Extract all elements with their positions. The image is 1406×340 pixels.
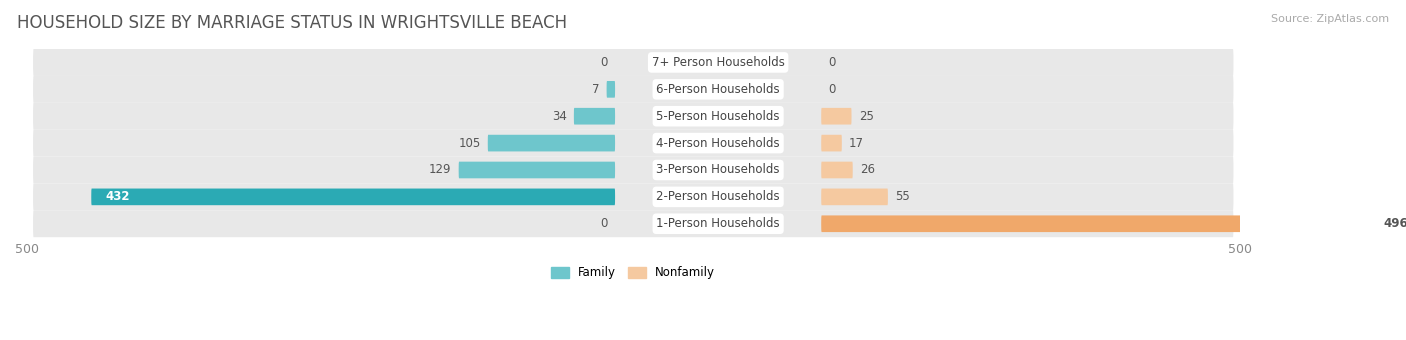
Text: Source: ZipAtlas.com: Source: ZipAtlas.com (1271, 14, 1389, 23)
FancyBboxPatch shape (34, 183, 1233, 210)
Text: 432: 432 (105, 190, 131, 203)
Text: 2-Person Households: 2-Person Households (657, 190, 780, 203)
Text: 129: 129 (429, 164, 451, 176)
FancyBboxPatch shape (821, 108, 852, 124)
FancyBboxPatch shape (821, 216, 1406, 232)
Text: 6-Person Households: 6-Person Households (657, 83, 780, 96)
Text: 17: 17 (849, 137, 865, 150)
FancyBboxPatch shape (34, 210, 1233, 237)
Text: 34: 34 (551, 110, 567, 123)
FancyBboxPatch shape (574, 108, 614, 124)
Text: 7+ Person Households: 7+ Person Households (652, 56, 785, 69)
Text: 496: 496 (1384, 217, 1406, 230)
Text: 1-Person Households: 1-Person Households (657, 217, 780, 230)
FancyBboxPatch shape (821, 135, 842, 151)
Text: 55: 55 (896, 190, 910, 203)
Text: 105: 105 (458, 137, 481, 150)
Text: 0: 0 (828, 56, 835, 69)
FancyBboxPatch shape (34, 103, 1233, 130)
Text: 0: 0 (600, 217, 607, 230)
Text: 25: 25 (859, 110, 873, 123)
Text: 7: 7 (592, 83, 599, 96)
Text: 26: 26 (860, 164, 875, 176)
FancyBboxPatch shape (34, 156, 1233, 183)
FancyBboxPatch shape (821, 189, 889, 205)
Text: HOUSEHOLD SIZE BY MARRIAGE STATUS IN WRIGHTSVILLE BEACH: HOUSEHOLD SIZE BY MARRIAGE STATUS IN WRI… (17, 14, 567, 32)
FancyBboxPatch shape (34, 49, 1233, 76)
FancyBboxPatch shape (34, 76, 1233, 103)
FancyBboxPatch shape (34, 130, 1233, 156)
FancyBboxPatch shape (606, 81, 614, 98)
Text: 3-Person Households: 3-Person Households (657, 164, 780, 176)
FancyBboxPatch shape (91, 189, 614, 205)
Text: 0: 0 (600, 56, 607, 69)
Text: 4-Person Households: 4-Person Households (657, 137, 780, 150)
FancyBboxPatch shape (821, 162, 852, 178)
Text: 5-Person Households: 5-Person Households (657, 110, 780, 123)
Legend: Family, Nonfamily: Family, Nonfamily (547, 261, 720, 284)
FancyBboxPatch shape (488, 135, 614, 151)
FancyBboxPatch shape (458, 162, 614, 178)
Text: 0: 0 (828, 83, 835, 96)
